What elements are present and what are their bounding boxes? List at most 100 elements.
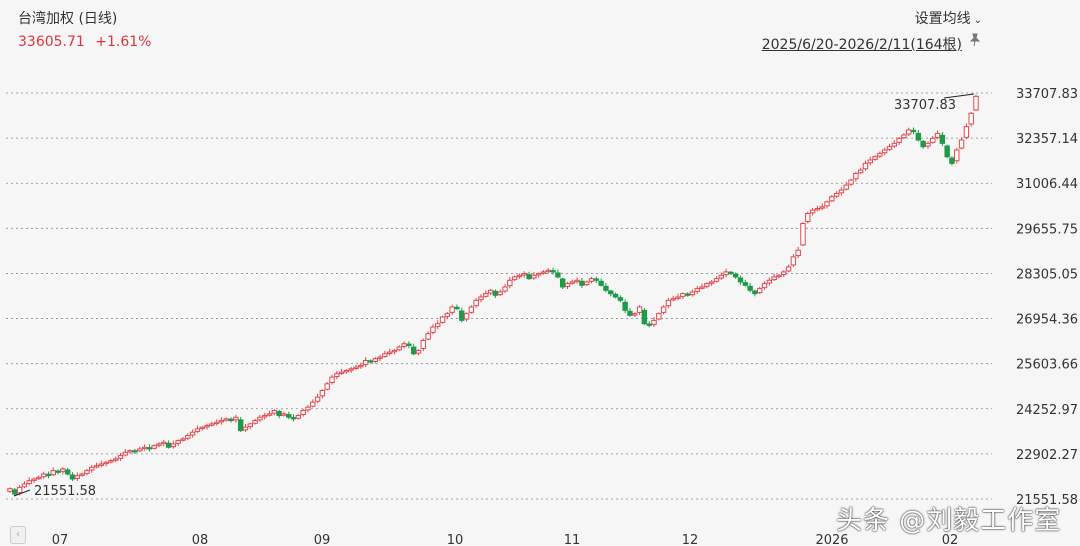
candle[interactable] (411, 346, 417, 355)
candle[interactable] (824, 201, 830, 207)
candle[interactable] (680, 293, 686, 297)
candle[interactable] (819, 206, 825, 209)
candle[interactable] (122, 451, 129, 456)
candle[interactable] (415, 349, 422, 354)
candle[interactable] (632, 313, 638, 316)
candle[interactable] (435, 323, 441, 327)
candle[interactable] (40, 473, 47, 478)
candle[interactable] (310, 401, 316, 407)
candle[interactable] (531, 274, 537, 279)
candle[interactable] (223, 418, 229, 421)
candle[interactable] (358, 364, 364, 368)
candle[interactable] (353, 366, 359, 369)
candle[interactable] (838, 189, 845, 194)
candle[interactable] (766, 279, 773, 284)
candle[interactable] (742, 282, 749, 286)
candle[interactable] (795, 249, 801, 257)
candle[interactable] (934, 132, 941, 138)
candle[interactable] (747, 285, 753, 291)
candle[interactable] (800, 223, 806, 246)
candle[interactable] (843, 184, 849, 190)
chevron-left-icon[interactable]: ‹ (10, 526, 26, 544)
candle[interactable] (781, 271, 787, 276)
candle[interactable] (627, 310, 633, 316)
candle[interactable] (958, 139, 965, 149)
candle[interactable] (492, 290, 499, 296)
candle[interactable] (968, 112, 974, 125)
candle[interactable] (319, 390, 326, 397)
candle[interactable] (920, 140, 926, 148)
candle[interactable] (651, 319, 657, 325)
candle[interactable] (704, 283, 710, 287)
candle[interactable] (276, 411, 282, 417)
candle[interactable] (829, 196, 835, 202)
candle[interactable] (117, 455, 124, 459)
candle[interactable] (132, 450, 138, 453)
candle[interactable] (535, 273, 542, 276)
candle[interactable] (108, 460, 114, 463)
candle[interactable] (266, 413, 273, 416)
candle[interactable] (910, 129, 917, 133)
candle[interactable] (64, 469, 71, 475)
candle[interactable] (487, 289, 494, 294)
candle[interactable] (877, 152, 883, 157)
candle[interactable] (646, 323, 652, 326)
candle[interactable] (151, 445, 157, 449)
candle[interactable] (185, 435, 191, 439)
candle[interactable] (617, 297, 624, 301)
candle[interactable] (189, 431, 196, 436)
candle[interactable] (622, 301, 628, 311)
candle[interactable] (728, 271, 734, 275)
candle[interactable] (569, 281, 575, 284)
candle[interactable] (228, 418, 234, 422)
candle[interactable] (771, 276, 777, 281)
candle[interactable] (98, 463, 105, 466)
candle[interactable] (165, 442, 172, 448)
candle[interactable] (430, 326, 436, 333)
candle[interactable] (348, 368, 354, 371)
candle[interactable] (204, 425, 210, 428)
candle[interactable] (233, 416, 239, 421)
candle[interactable] (439, 316, 446, 323)
candle[interactable] (137, 448, 143, 452)
candle[interactable] (396, 346, 402, 351)
candle[interactable] (963, 126, 970, 138)
candle[interactable] (60, 468, 66, 473)
candle[interactable] (723, 271, 729, 276)
candle[interactable] (257, 416, 263, 421)
candle[interactable] (103, 461, 109, 465)
candle[interactable] (295, 415, 302, 419)
candle[interactable] (708, 281, 715, 284)
candle[interactable] (603, 285, 609, 291)
candle[interactable] (559, 278, 566, 288)
candle[interactable] (286, 414, 292, 418)
candle[interactable] (113, 458, 119, 461)
candle[interactable] (608, 290, 614, 295)
candle[interactable] (382, 353, 388, 357)
candle[interactable] (660, 306, 667, 313)
candle[interactable] (146, 447, 153, 450)
candle[interactable] (891, 142, 897, 147)
candle[interactable] (16, 486, 23, 494)
candle[interactable] (391, 349, 398, 353)
candle[interactable] (550, 270, 556, 273)
candle[interactable] (324, 383, 330, 390)
candle[interactable] (521, 273, 527, 276)
candle[interactable] (954, 149, 960, 162)
candle[interactable] (127, 450, 133, 453)
candle[interactable] (757, 288, 763, 294)
candle[interactable] (896, 137, 902, 143)
candle[interactable] (300, 410, 306, 416)
candle[interactable] (93, 465, 100, 468)
candle[interactable] (862, 162, 869, 170)
candle[interactable] (26, 480, 32, 484)
candle[interactable] (386, 351, 393, 354)
candle[interactable] (867, 159, 873, 164)
candle[interactable] (833, 192, 840, 197)
candle[interactable] (612, 293, 619, 298)
candle[interactable] (199, 426, 205, 430)
candle[interactable] (699, 286, 705, 289)
candle[interactable] (857, 169, 864, 174)
candle[interactable] (694, 288, 700, 292)
candle[interactable] (689, 291, 696, 296)
